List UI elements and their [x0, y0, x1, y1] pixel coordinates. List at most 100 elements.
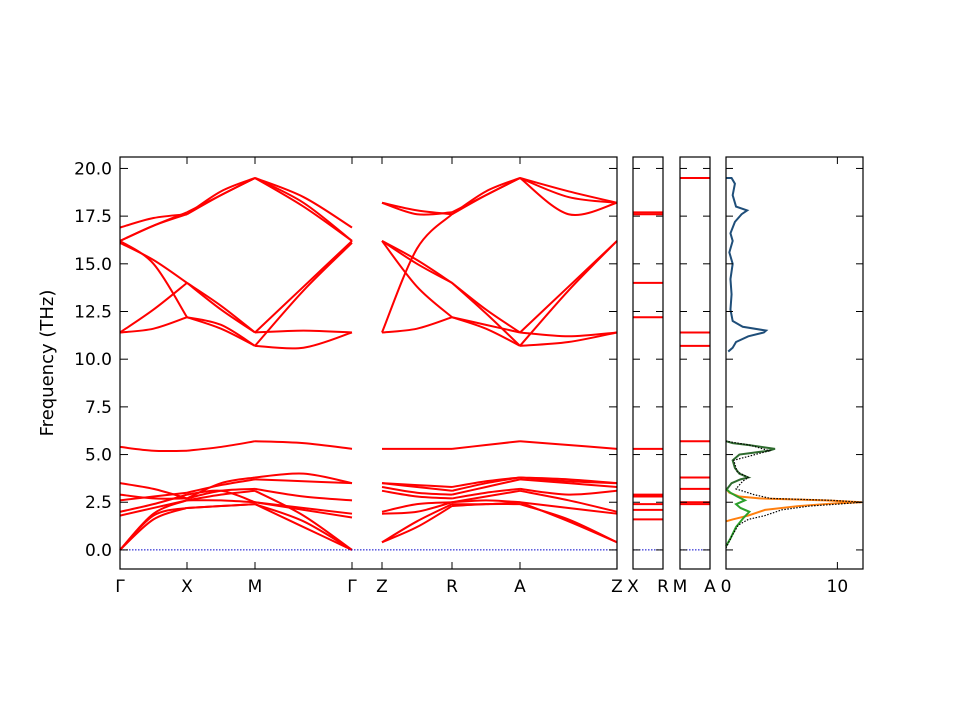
- band-line: [254, 489, 353, 551]
- m-a-axis-ticks: [680, 167, 710, 551]
- x-tick-label: X: [181, 577, 193, 597]
- main-plot-frame: [119, 156, 618, 570]
- band-line: [119, 282, 188, 334]
- band-line: [451, 501, 521, 506]
- band-line: [254, 503, 353, 551]
- y-tick-label: 5.0: [85, 446, 112, 466]
- x-tick-label: Z: [611, 577, 623, 597]
- main-band-lines: [119, 177, 618, 551]
- dos-x-tick-label: 0: [721, 577, 732, 597]
- band-line: [381, 240, 453, 284]
- band-line: [186, 478, 256, 494]
- dos-curve: [726, 176, 769, 353]
- x-tick-label: X: [627, 577, 639, 597]
- band-line: [519, 501, 618, 544]
- y-tick-label: 15.0: [74, 255, 112, 275]
- band-line: [519, 501, 618, 515]
- x-tick-label: R: [446, 577, 458, 597]
- band-line: [451, 489, 521, 504]
- band-line: [186, 487, 256, 500]
- m-a-band-lines: [680, 176, 710, 551]
- band-line: [119, 499, 188, 517]
- x-tick-label: M: [248, 577, 263, 597]
- band-line: [186, 489, 256, 502]
- x-tick-label: Γ: [115, 577, 125, 597]
- band-line: [451, 282, 521, 347]
- y-tick-label: 0.0: [85, 541, 112, 561]
- band-line: [186, 499, 256, 504]
- band-line: [254, 472, 353, 485]
- band-line: [519, 487, 618, 496]
- band-line: [519, 177, 618, 204]
- band-line: [451, 177, 521, 216]
- y-tick-label: 20.0: [74, 159, 112, 179]
- band-line: [519, 489, 618, 513]
- dos-curve: [725, 440, 862, 549]
- band-line: [519, 177, 618, 204]
- m-a-plot-frame: [679, 156, 711, 570]
- x-tick-label: Γ: [347, 577, 357, 597]
- x-tick-label: M: [673, 577, 688, 597]
- band-line: [381, 503, 453, 544]
- band-line: [186, 282, 256, 334]
- band-line: [254, 478, 353, 485]
- x-tick-label: A: [514, 577, 526, 597]
- band-line: [519, 478, 618, 488]
- dos-curve: [725, 488, 862, 523]
- dos-panel: 0 10: [721, 156, 864, 597]
- band-line: [186, 440, 256, 452]
- y-tick-label: 10.0: [74, 350, 112, 370]
- band-line: [254, 487, 353, 502]
- band-line: [119, 241, 188, 284]
- y-axis-label: Frequency (THz): [37, 290, 58, 437]
- band-line: [519, 177, 618, 216]
- band-line: [381, 485, 453, 496]
- dos-curve: [725, 488, 752, 547]
- band-line: [254, 240, 353, 334]
- dos-x-tick-label: 10: [827, 577, 849, 597]
- x-r-band-lines: [633, 211, 663, 551]
- x-r-plot-frame: [632, 156, 664, 570]
- band-line: [519, 440, 618, 450]
- band-line: [519, 476, 618, 485]
- band-line: [451, 476, 521, 488]
- x-tick-label: Z: [376, 577, 388, 597]
- band-line: [381, 240, 453, 318]
- band-line: [381, 501, 453, 515]
- band-line: [119, 316, 188, 334]
- band-line: [254, 177, 353, 242]
- dos-plot-frame: [725, 156, 864, 570]
- band-line: [451, 478, 521, 496]
- band-line: [254, 177, 353, 229]
- y-tick-label: 2.5: [85, 493, 112, 513]
- band-line: [381, 316, 453, 334]
- band-line: [381, 505, 453, 544]
- band-line: [519, 331, 618, 347]
- y-tick-label: 12.5: [74, 303, 112, 323]
- y-tick-label: 17.5: [74, 207, 112, 227]
- band-line: [451, 487, 521, 500]
- band-line: [451, 316, 521, 347]
- y-axis-ticks: 0.0 2.5 5.0 7.5 10.0 12.5 15.0 17.5 20.0: [74, 159, 617, 561]
- band-line: [451, 440, 521, 450]
- y-tick-label: 7.5: [85, 398, 112, 418]
- band-line: [186, 316, 256, 347]
- band-line: [381, 201, 453, 216]
- band-line: [119, 240, 188, 318]
- band-line: [119, 482, 188, 500]
- band-line: [119, 493, 188, 500]
- band-line: [381, 482, 453, 488]
- band-line: [381, 489, 453, 500]
- band-line: [254, 329, 353, 334]
- band-line: [451, 316, 521, 334]
- band-line: [254, 501, 353, 515]
- dos-axis-ticks: 0 10: [721, 157, 863, 597]
- band-line: [254, 440, 353, 450]
- band-line: [519, 240, 618, 347]
